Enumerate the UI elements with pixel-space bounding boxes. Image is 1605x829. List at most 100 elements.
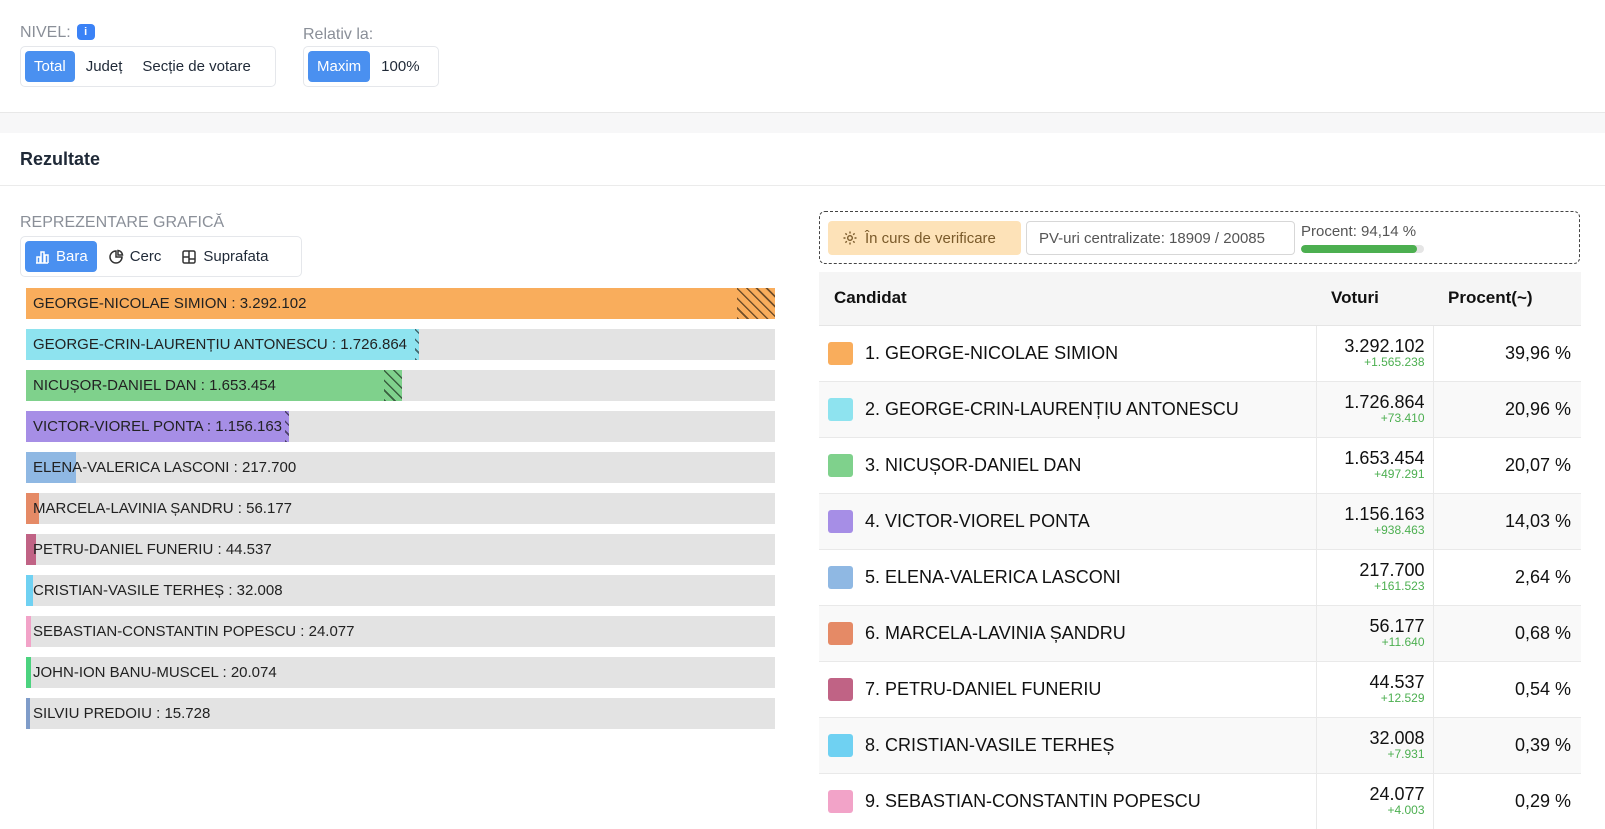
bar-label-name: SILVIU PREDOIU bbox=[33, 705, 152, 722]
bar-row[interactable]: JOHN-ION BANU-MUSCEL : 20.074 bbox=[26, 657, 775, 688]
header-votes[interactable]: Voturi bbox=[1316, 272, 1433, 326]
votes-cell: 32.008 +7.931 bbox=[1316, 717, 1434, 774]
bar-row[interactable]: PETRU-DANIEL FUNERIU : 44.537 bbox=[26, 534, 775, 565]
candidate-cell: 5. ELENA-VALERICA LASCONI bbox=[819, 549, 1317, 606]
table-row[interactable]: 9. SEBASTIAN-CONSTANTIN POPESCU 24.077 +4.… bbox=[819, 773, 1581, 829]
graph-option-cerc[interactable]: Cerc bbox=[99, 241, 171, 272]
info-icon[interactable]: i bbox=[76, 24, 95, 40]
candidate-color-swatch bbox=[828, 453, 853, 477]
bar-label: PETRU-DANIEL FUNERIU : 44.537 bbox=[33, 534, 272, 565]
table-row[interactable]: 1. GEORGE-NICOLAE SIMION 3.292.102 +1.565.… bbox=[819, 325, 1581, 382]
bar-fill bbox=[26, 288, 775, 319]
section-gap bbox=[0, 113, 1605, 133]
votes-delta: +11.640 bbox=[1381, 635, 1425, 650]
bar-label: ELENA-VALERICA LASCONI : 217.700 bbox=[33, 452, 296, 483]
relative-option-100[interactable]: 100% bbox=[381, 58, 420, 75]
bar-label-name: VICTOR-VIOREL PONTA bbox=[33, 418, 203, 435]
header-candidate[interactable]: Candidat bbox=[819, 272, 1316, 326]
bar-delta-hatch bbox=[285, 411, 289, 442]
level-option-sectie[interactable]: Secție de votare bbox=[142, 58, 251, 75]
verification-badge: În curs de verificare bbox=[828, 221, 1021, 255]
votes-delta: +497.291 bbox=[1374, 467, 1425, 482]
bar-fill bbox=[26, 411, 289, 442]
bar-row[interactable]: GEORGE-CRIN-LAURENȚIU ANTONESCU : 1.726.… bbox=[26, 329, 775, 360]
candidate-rank: 5. bbox=[865, 566, 881, 587]
votes-delta: +4.003 bbox=[1387, 803, 1425, 818]
table-row[interactable]: 7. PETRU-DANIEL FUNERIU 44.537 +12.529 0,54… bbox=[819, 661, 1581, 718]
percent-cell: 0,54 % bbox=[1433, 661, 1581, 718]
percent-cell: 14,03 % bbox=[1433, 493, 1581, 550]
candidate-name: PETRU-DANIEL FUNERIU bbox=[885, 678, 1102, 699]
percent-cell: 39,96 % bbox=[1433, 325, 1581, 382]
bar-fill bbox=[26, 370, 402, 401]
votes-cell: 217.700 +161.523 bbox=[1316, 549, 1434, 606]
bar-row[interactable]: GEORGE-NICOLAE SIMION : 3.292.102 bbox=[26, 288, 775, 319]
bar-row[interactable]: SILVIU PREDOIU : 15.728 bbox=[26, 698, 775, 729]
graph-type-selector: Bara Cerc Suprafata bbox=[20, 236, 302, 277]
bar-delta-hatch bbox=[737, 288, 775, 319]
bar-label-votes: 1.726.864 bbox=[340, 336, 408, 353]
bar-fill bbox=[26, 616, 31, 647]
candidate-rank: 1. bbox=[865, 342, 881, 363]
votes-delta: +938.463 bbox=[1374, 523, 1425, 538]
bar-row[interactable]: NICUȘOR-DANIEL DAN : 1.653.454 bbox=[26, 370, 775, 401]
votes-cell: 3.292.102 +1.565.238 bbox=[1316, 325, 1434, 382]
table-row[interactable]: 3. NICUȘOR-DANIEL DAN 1.653.454 +497.291 20… bbox=[819, 437, 1581, 494]
bar-row[interactable]: SEBASTIAN-CONSTANTIN POPESCU : 24.077 bbox=[26, 616, 775, 647]
table-row[interactable]: 6. MARCELA-LAVINIA ȘANDRU 56.177 +11.640 0,… bbox=[819, 605, 1581, 662]
votes-value: 32.008 bbox=[1369, 728, 1425, 749]
bar-fill bbox=[26, 698, 30, 729]
graph-option-bara[interactable]: Bara bbox=[25, 241, 97, 272]
table-row[interactable]: 2. GEORGE-CRIN-LAURENȚIU ANTONESCU 1.726.… bbox=[819, 381, 1581, 438]
graph-option-suprafata[interactable]: Suprafata bbox=[172, 241, 277, 272]
votes-cell: 24.077 +4.003 bbox=[1316, 773, 1434, 829]
bar-row[interactable]: MARCELA-LAVINIA ȘANDRU : 56.177 bbox=[26, 493, 775, 524]
votes-value: 1.653.454 bbox=[1344, 448, 1425, 469]
bar-label-separator: : bbox=[327, 336, 341, 353]
bar-label-votes: 217.700 bbox=[241, 459, 297, 476]
bar-label-separator: : bbox=[202, 418, 216, 435]
bar-fill bbox=[26, 329, 419, 360]
bar-label: JOHN-ION BANU-MUSCEL : 20.074 bbox=[33, 657, 277, 688]
bar-label-separator: : bbox=[233, 500, 247, 517]
level-option-judet[interactable]: Județ bbox=[85, 58, 123, 75]
bar-label-votes: 1.653.454 bbox=[209, 377, 276, 394]
bar-label-votes: 1.156.163 bbox=[215, 418, 283, 435]
bar-row[interactable]: VICTOR-VIOREL PONTA : 1.156.163 bbox=[26, 411, 775, 442]
table-row[interactable]: 8. CRISTIAN-VASILE TERHEȘ 32.008 +7.931 0,3… bbox=[819, 717, 1581, 774]
bar-row[interactable]: ELENA-VALERICA LASCONI : 217.700 bbox=[26, 452, 775, 483]
percent-label: Procent: 94,14 % bbox=[1301, 223, 1417, 240]
bar-row[interactable]: CRISTIAN-VASILE TERHEȘ : 32.008 bbox=[26, 575, 775, 606]
results-title: Rezultate bbox=[20, 149, 101, 169]
treemap-icon bbox=[182, 249, 197, 264]
pie-chart-icon bbox=[108, 249, 124, 264]
candidate-color-swatch bbox=[828, 565, 853, 589]
bar-fill bbox=[26, 657, 31, 688]
candidate-name: GEORGE-CRIN-LAURENȚIU ANTONESCU bbox=[885, 398, 1239, 419]
candidate-rank: 3. bbox=[865, 454, 881, 475]
bar-fill bbox=[26, 575, 33, 606]
candidate-rank: 7. bbox=[865, 678, 881, 699]
table-row[interactable]: 4. VICTOR-VIOREL PONTA 1.156.163 +938.463 1… bbox=[819, 493, 1581, 550]
votes-cell: 44.537 +12.529 bbox=[1316, 661, 1434, 718]
bar-label-votes: 32.008 bbox=[236, 582, 283, 599]
header-percent[interactable]: Procent(~) bbox=[1433, 272, 1581, 326]
level-option-total[interactable]: Total bbox=[25, 51, 75, 82]
candidate-name: VICTOR-VIOREL PONTA bbox=[885, 510, 1090, 531]
bar-label-name: CRISTIAN-VASILE TERHEȘ bbox=[33, 582, 225, 599]
table-row[interactable]: 5. ELENA-VALERICA LASCONI 217.700 +161.523… bbox=[819, 549, 1581, 606]
votes-cell: 1.653.454 +497.291 bbox=[1316, 437, 1434, 494]
votes-delta: +1.565.238 bbox=[1364, 355, 1425, 370]
bar-label: VICTOR-VIOREL PONTA : 1.156.163 bbox=[33, 411, 282, 442]
votes-cell: 1.156.163 +938.463 bbox=[1316, 493, 1434, 550]
relative-option-maxim[interactable]: Maxim bbox=[308, 51, 371, 82]
candidate-rank: 8. bbox=[865, 734, 881, 755]
candidate-rank: 4. bbox=[865, 510, 881, 531]
candidate-cell: 6. MARCELA-LAVINIA ȘANDRU bbox=[819, 605, 1317, 662]
votes-value: 217.700 bbox=[1359, 560, 1425, 581]
bar-label: CRISTIAN-VASILE TERHEȘ : 32.008 bbox=[33, 575, 283, 606]
votes-value: 56.177 bbox=[1369, 616, 1425, 637]
candidate-cell: 7. PETRU-DANIEL FUNERIU bbox=[819, 661, 1317, 718]
level-label-wrap: NIVEL: i bbox=[20, 24, 95, 42]
candidate-color-swatch bbox=[828, 789, 853, 813]
